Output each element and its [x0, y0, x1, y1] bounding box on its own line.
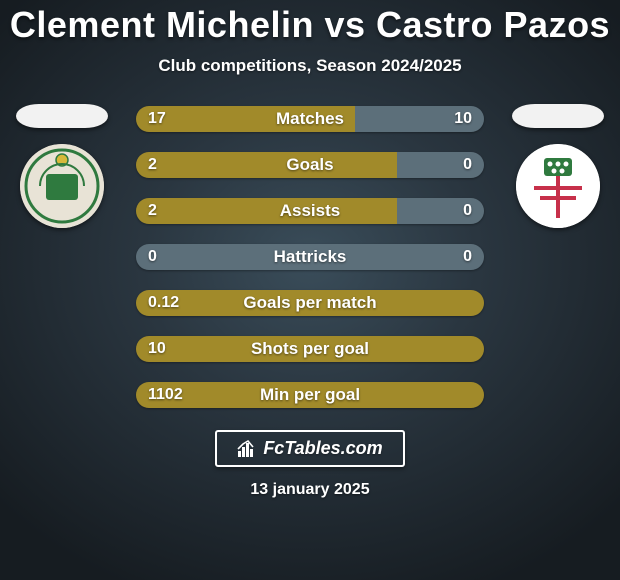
- stat-bar-fill: [136, 244, 484, 270]
- page-title: Clement Michelin vs Castro Pazos: [10, 4, 610, 46]
- stat-bar-row: 1710Matches: [136, 106, 484, 132]
- stat-bar-left-fill: [136, 290, 484, 316]
- stat-bar-left-fill: [136, 198, 397, 224]
- stat-bar-right-fill: [397, 198, 484, 224]
- stat-bar-fill: [136, 336, 484, 362]
- right-country-flag: [512, 104, 604, 128]
- stat-bar-fill: [136, 198, 484, 224]
- stat-bar-row: 10Shots per goal: [136, 336, 484, 362]
- stat-bar-left-fill: [136, 106, 355, 132]
- stat-bar-row: 0.12Goals per match: [136, 290, 484, 316]
- stat-bar-fill: [136, 290, 484, 316]
- stat-bar-left-fill: [136, 152, 397, 178]
- stat-bars: 1710Matches 20Goals 20Assists 00Hattricks 0.…: [120, 100, 500, 408]
- stat-bar-row: 1102Min per goal: [136, 382, 484, 408]
- brand-text: FcTables.com: [263, 438, 382, 459]
- stat-bar-fill: [136, 106, 484, 132]
- brand-box: FcTables.com: [215, 430, 404, 467]
- page-subtitle: Club competitions, Season 2024/2025: [158, 56, 461, 76]
- stat-bar-row: 20Assists: [136, 198, 484, 224]
- brand-bar-chart-icon: [237, 439, 257, 459]
- stat-bar-row: 00Hattricks: [136, 244, 484, 270]
- stat-bar-fill: [136, 382, 484, 408]
- left-club-badge-svg: [20, 144, 104, 228]
- player-left-column: [4, 100, 120, 228]
- stat-bar-left-fill: [136, 382, 484, 408]
- stat-bar-left-fill: [136, 336, 484, 362]
- left-country-flag: [16, 104, 108, 128]
- stat-bar-fill: [136, 152, 484, 178]
- stat-bar-right-fill: [355, 106, 484, 132]
- content-wrapper: Clement Michelin vs Castro Pazos Club co…: [0, 0, 620, 499]
- stat-bar-right-fill: [397, 152, 484, 178]
- stat-bar-right-fill: [136, 244, 484, 270]
- right-club-badge: [516, 144, 600, 228]
- stat-bar-row: 20Goals: [136, 152, 484, 178]
- date-label: 13 january 2025: [250, 481, 369, 499]
- left-club-badge: [20, 144, 104, 228]
- main-row: 1710Matches 20Goals 20Assists 00Hattricks 0.…: [0, 100, 620, 408]
- player-right-column: [500, 100, 616, 228]
- right-club-badge-svg: [516, 144, 600, 228]
